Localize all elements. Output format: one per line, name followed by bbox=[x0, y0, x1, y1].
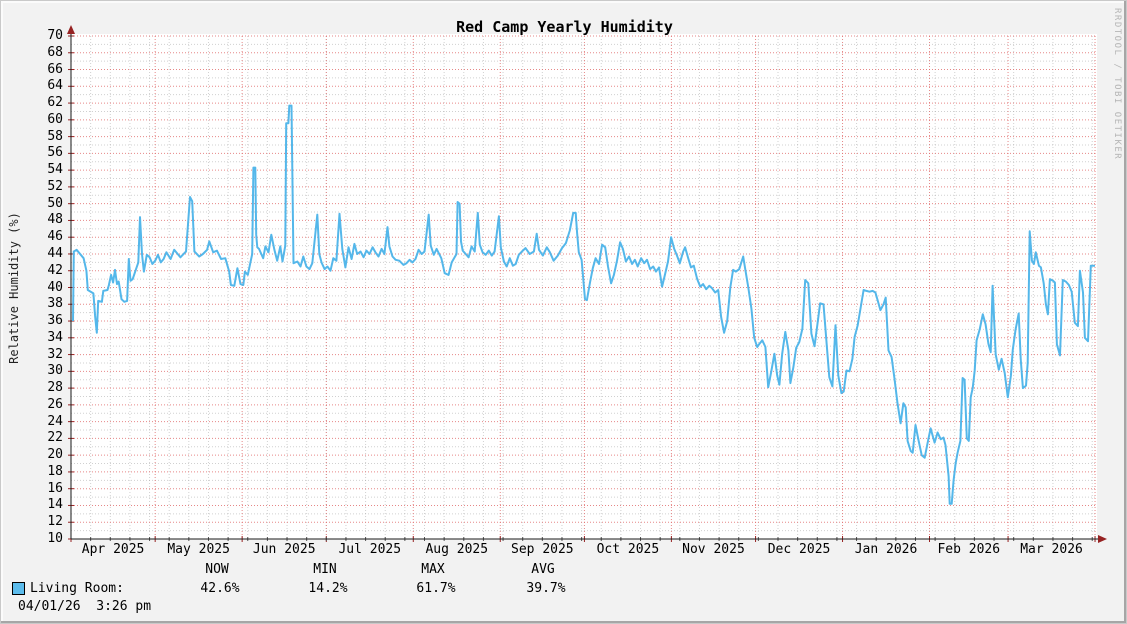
y-tick-label: 50 bbox=[47, 195, 63, 211]
x-tick-label: Sep 2025 bbox=[511, 542, 574, 557]
y-tick-label: 18 bbox=[47, 463, 63, 479]
legend-value-max: 61.7% bbox=[416, 581, 456, 596]
legend-value-now: 42.6% bbox=[200, 581, 240, 596]
y-tick-label: 44 bbox=[47, 245, 63, 261]
x-tick-label: May 2025 bbox=[167, 542, 230, 557]
y-tick-label: 36 bbox=[47, 313, 63, 329]
x-axis-arrow bbox=[1098, 535, 1107, 543]
x-tick-label: Apr 2025 bbox=[81, 542, 145, 557]
x-tick-label: Aug 2025 bbox=[425, 542, 489, 557]
y-tick-label: 32 bbox=[47, 346, 63, 362]
series-color-swatch bbox=[12, 582, 25, 595]
legend-value-avg: 39.7% bbox=[526, 581, 566, 596]
y-tick-label: 42 bbox=[47, 262, 63, 278]
y-tick-label: 48 bbox=[47, 212, 63, 228]
y-tick-label: 26 bbox=[47, 396, 63, 412]
y-tick-label: 52 bbox=[47, 178, 63, 194]
y-tick-label: 14 bbox=[47, 497, 63, 513]
y-tick-label: 68 bbox=[47, 44, 63, 60]
y-tick-label: 56 bbox=[47, 145, 63, 161]
legend-header-max: MAX bbox=[421, 562, 445, 577]
y-tick-label: 22 bbox=[47, 430, 63, 446]
y-tick-label: 60 bbox=[47, 111, 63, 127]
y-tick-label: 58 bbox=[47, 128, 63, 144]
chart-title: Red Camp Yearly Humidity bbox=[456, 18, 673, 36]
legend-header-avg: AVG bbox=[531, 562, 555, 577]
y-tick-label: 16 bbox=[47, 480, 63, 496]
y-tick-label: 66 bbox=[47, 61, 63, 77]
series-label: Living Room: bbox=[30, 581, 124, 596]
x-tick-label: Jan 2026 bbox=[854, 542, 918, 557]
x-tick-label: Feb 2026 bbox=[937, 542, 1001, 557]
rrdtool-watermark: RRDTOOL / TOBI OETIKER bbox=[1112, 8, 1122, 161]
y-tick-label: 54 bbox=[47, 162, 63, 178]
y-tick-label: 28 bbox=[47, 380, 63, 396]
y-tick-label: 12 bbox=[47, 514, 63, 530]
y-tick-label: 38 bbox=[47, 296, 63, 312]
x-tick-label: Dec 2025 bbox=[767, 542, 831, 557]
y-tick-label: 46 bbox=[47, 229, 63, 245]
x-tick-label: Jun 2025 bbox=[252, 542, 316, 557]
y-tick-label: 62 bbox=[47, 95, 63, 111]
y-tick-label: 24 bbox=[47, 413, 63, 429]
y-tick-label: 34 bbox=[47, 329, 63, 345]
humidity-series-line bbox=[72, 104, 1095, 505]
legend-header-now: NOW bbox=[205, 562, 229, 577]
y-axis-arrow bbox=[67, 25, 75, 34]
legend-header-min: MIN bbox=[313, 562, 337, 577]
x-tick-label: Oct 2025 bbox=[596, 542, 660, 557]
y-tick-label: 64 bbox=[47, 78, 63, 94]
y-tick-label: 10 bbox=[47, 531, 63, 546]
y-tick-label: 20 bbox=[47, 447, 63, 463]
x-tick-label: Jul 2025 bbox=[338, 542, 402, 557]
legend-timestamp: 04/01/26 3:26 pm bbox=[18, 599, 152, 614]
x-tick-label: Mar 2026 bbox=[1020, 542, 1083, 557]
legend-value-min: 14.2% bbox=[308, 581, 348, 596]
y-tick-label: 30 bbox=[47, 363, 63, 379]
y-tick-label: 40 bbox=[47, 279, 63, 295]
y-tick-label: 70 bbox=[47, 28, 63, 43]
x-tick-label: Nov 2025 bbox=[682, 542, 745, 557]
